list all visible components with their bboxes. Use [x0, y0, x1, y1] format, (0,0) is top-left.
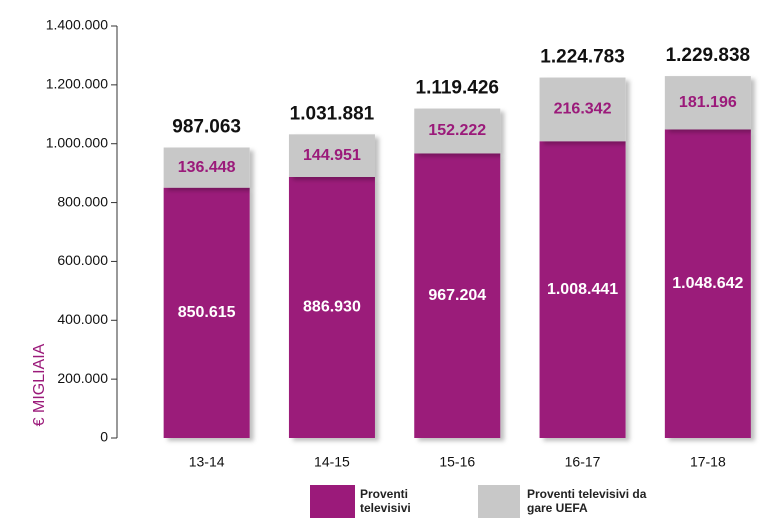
x-tick-label: 14-15: [314, 454, 350, 470]
data-label: 886.930: [303, 299, 361, 316]
y-axis-label: € MIGLIAIA: [31, 343, 48, 426]
total-label: 1.031.881: [290, 103, 375, 124]
x-tick-label: 13-14: [189, 454, 225, 470]
total-label: 1.119.426: [416, 78, 499, 99]
total-label: 1.224.783: [540, 47, 625, 68]
data-label: 216.342: [554, 101, 612, 118]
bar-segment: [539, 77, 626, 142]
y-tick-label: 800.000: [57, 193, 108, 209]
x-tick-label: 17-18: [690, 454, 726, 470]
y-tick-label: 600.000: [57, 252, 108, 268]
y-tick-label: 200.000: [57, 370, 108, 386]
data-label: 144.951: [303, 147, 361, 164]
bar-segment: [664, 76, 751, 130]
bar-segment: [539, 141, 626, 438]
data-label: 1.048.642: [672, 275, 743, 292]
data-label: 152.222: [428, 122, 486, 139]
x-tick-label: 16-17: [565, 454, 601, 470]
data-label: 1.008.441: [547, 281, 618, 298]
bar-segment: [288, 134, 375, 177]
bar-segment: [414, 153, 501, 439]
x-tick-label: 15-16: [439, 454, 475, 470]
bar-segment: [664, 129, 751, 438]
total-label: 1.229.838: [666, 45, 751, 66]
data-label: 181.196: [679, 94, 737, 111]
legend-label: Proventi televisivi: [360, 487, 411, 515]
y-tick-label: 1.400.000: [46, 17, 108, 33]
data-label: 136.448: [178, 159, 236, 176]
bar-segment: [163, 187, 250, 438]
total-label: 987.063: [172, 117, 241, 138]
bar-segment: [163, 147, 250, 188]
data-label: 850.615: [178, 304, 236, 321]
legend-label: Proventi televisivi da gare UEFA: [527, 487, 647, 515]
legend-swatch: [310, 485, 355, 518]
y-tick-label: 1.200.000: [46, 76, 108, 92]
y-tick-label: 0: [100, 429, 108, 445]
bar-segment: [414, 108, 501, 154]
data-label: 967.204: [428, 287, 486, 304]
legend-swatch: [478, 485, 520, 518]
y-tick-label: 1.000.000: [46, 134, 108, 150]
bar-segment: [288, 176, 375, 438]
y-tick-label: 400.000: [57, 311, 108, 327]
